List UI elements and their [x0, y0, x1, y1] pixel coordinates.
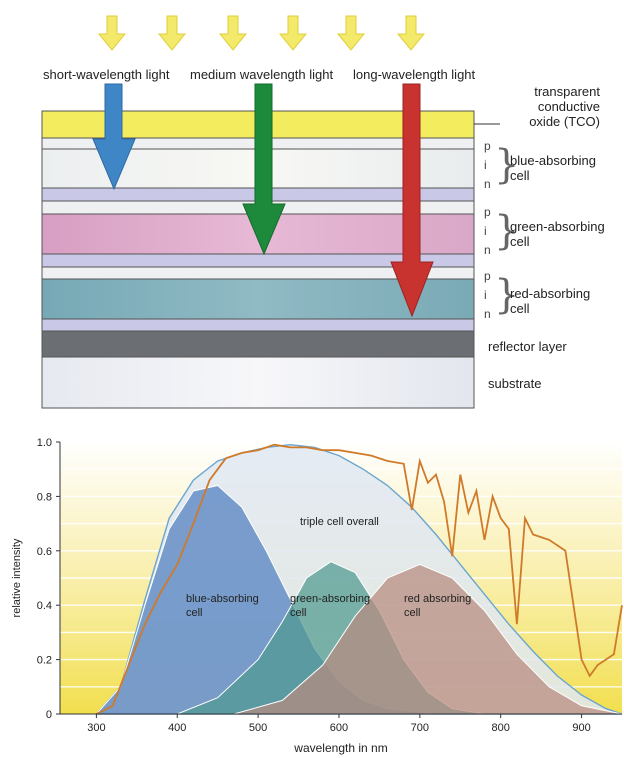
- red-cell-brace: }: [494, 272, 520, 318]
- reflector-layer: [41, 330, 475, 358]
- yellow-arrow-icon: [336, 15, 366, 51]
- y-tick-label: 0: [46, 709, 52, 721]
- y-tick-label: 1.0: [37, 437, 52, 449]
- blue-cell-annotation: blue-absorbing: [186, 593, 259, 605]
- reflector-layer-label: reflector layer: [488, 339, 567, 354]
- substrate-label: substrate: [488, 376, 542, 391]
- short-wavelength-light-label: short-wavelength light: [43, 67, 170, 82]
- tco-leader-line: [480, 123, 500, 125]
- green-cell-annotation: green-absorbing: [290, 593, 370, 605]
- green-cell-annotation-2: cell: [290, 607, 307, 619]
- red-cell-pin: p i n: [484, 269, 491, 321]
- green-cell-pin: p i n: [484, 205, 491, 257]
- y-axis-label: relative intensity: [11, 538, 23, 617]
- red-cell-label: red-absorbing cell: [510, 286, 591, 316]
- x-axis-label: wavelength in nm: [293, 741, 387, 755]
- red-cell-n-layer: [41, 318, 475, 332]
- x-tick-label: 300: [87, 722, 105, 734]
- green-arrow-icon: [242, 83, 286, 256]
- series-area-2: [233, 563, 623, 715]
- blue-cell-label: blue-absorbing cell: [510, 153, 597, 183]
- yellow-arrow-icon: [97, 15, 127, 51]
- x-tick-label: 500: [249, 722, 267, 734]
- blue-cell-annotation-2: cell: [186, 607, 203, 619]
- triple-cell-annotation: triple cell overall: [300, 516, 379, 528]
- x-tick-label: 700: [411, 722, 429, 734]
- medium-wavelength-light-label: medium wavelength light: [190, 67, 334, 82]
- x-tick-label: 400: [168, 722, 186, 734]
- x-tick-label: 900: [572, 722, 590, 734]
- y-tick-label: 0.4: [37, 600, 52, 612]
- red-cell-annotation: red absorbing: [404, 593, 471, 605]
- tick-labels: 300 400 500 600 700 800 900 0 0.2 0.4 0.6 0.8 1.0: [37, 437, 591, 734]
- y-tick-label: 0.8: [37, 491, 52, 503]
- substrate-layer: [41, 356, 475, 409]
- red-arrow-icon: [390, 83, 434, 318]
- blue-cell-brace: }: [494, 142, 520, 188]
- x-tick-label: 800: [492, 722, 510, 734]
- blue-arrow-icon: [92, 83, 136, 191]
- yellow-arrow-icon: [396, 15, 426, 51]
- blue-cell-pin: p i n: [484, 139, 491, 191]
- y-tick-label: 0.2: [37, 655, 52, 667]
- green-cell-label: green-absorbing cell: [510, 219, 605, 249]
- axes: [56, 441, 622, 718]
- tco-label: transparent conductive oxide (TCO): [529, 84, 600, 129]
- x-tick-label: 600: [330, 722, 348, 734]
- yellow-arrow-icon: [278, 15, 308, 51]
- series-line-4: [95, 443, 623, 715]
- y-tick-label: 0.6: [37, 546, 52, 558]
- series-areas: [95, 443, 623, 715]
- spectral-response-chart: 300 400 500 600 700 800 900 0 0.2 0.4 0.6 0.8 1.0 re…: [11, 437, 623, 755]
- incoming-light-arrows: [97, 15, 426, 51]
- yellow-arrow-icon: [218, 15, 248, 51]
- layer-stack: [41, 83, 480, 409]
- yellow-arrow-icon: [157, 15, 187, 51]
- long-wavelength-light-label: long-wavelength light: [353, 67, 476, 82]
- green-cell-brace: }: [494, 208, 520, 254]
- red-cell-annotation-2: cell: [404, 607, 421, 619]
